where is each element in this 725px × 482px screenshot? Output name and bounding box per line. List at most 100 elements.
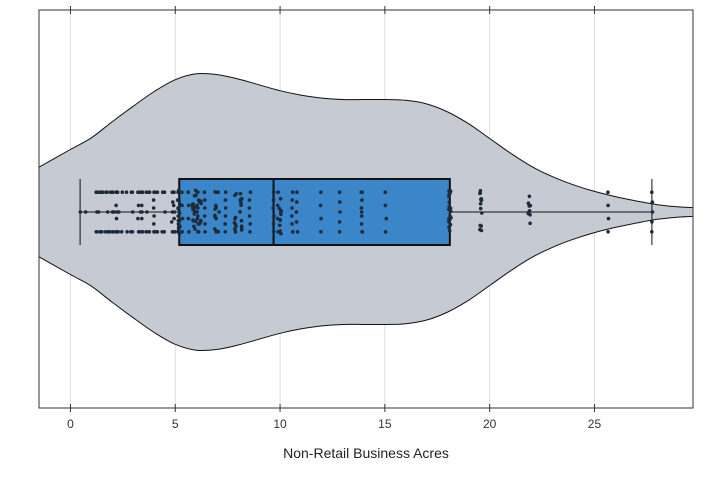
data-point [147,230,152,234]
data-point [216,190,220,194]
data-point [383,190,388,194]
data-point [650,200,655,204]
data-point [448,214,452,218]
data-point [238,191,243,196]
data-point [360,214,364,218]
data-point [277,223,282,227]
plot-frame [38,9,694,409]
data-point [197,222,202,226]
data-point [203,206,207,210]
data-point [478,201,483,206]
data-point [194,193,198,198]
data-point [163,210,167,214]
data-point [650,190,654,194]
data-point [119,230,124,234]
data-point [144,230,148,234]
data-point [223,222,227,226]
data-point [290,206,294,210]
data-point [359,222,364,226]
data-point [197,200,202,204]
data-point [248,222,252,226]
data-point [214,203,218,208]
data-point [176,188,181,193]
data-point [233,230,238,234]
data-point [279,231,283,236]
data-points [78,188,655,236]
data-point [177,232,182,236]
data-point [173,230,177,234]
data-point [100,190,105,194]
data-point [271,206,275,210]
data-point [233,227,237,231]
data-point [248,230,252,234]
data-point [194,219,198,224]
data-point [239,224,244,228]
data-point [384,216,389,221]
data-point [479,228,484,233]
data-point [291,230,295,234]
data-point [295,200,299,204]
data-point [151,198,156,202]
data-point [294,210,299,214]
data-point [172,190,176,194]
data-point [144,190,149,194]
data-point [271,190,276,194]
data-point [360,230,365,234]
data-point [318,203,323,208]
data-point [130,190,135,194]
x-tick-label: 5 [172,417,179,431]
data-point [290,214,294,218]
data-point [606,190,610,194]
data-point [114,203,118,208]
data-point [193,227,197,231]
data-point [192,205,197,209]
data-point [176,229,181,233]
data-point [232,221,237,225]
data-point [187,230,191,234]
data-point [528,221,532,226]
data-point [191,202,195,206]
data-point [107,230,112,234]
data-point [195,210,199,214]
data-point [216,230,221,234]
data-point [290,198,295,202]
data-point [239,218,244,223]
data-point [213,227,217,231]
data-point [171,200,175,204]
data-point [606,203,610,208]
data-point [202,214,207,218]
data-point [96,210,101,214]
data-point [177,211,182,216]
data-point [136,203,141,208]
data-point [319,190,323,194]
data-point [177,198,181,203]
data-point [650,230,654,234]
data-point [290,222,294,226]
data-point [162,190,167,194]
data-point [337,230,342,234]
data-point [248,190,253,194]
data-point [383,230,388,234]
data-point [120,190,125,194]
data-point [147,190,152,194]
data-point [271,222,276,226]
data-point [117,210,121,214]
data-point [447,188,451,193]
x-axis-title: Non-Retail Business Acres [283,445,449,461]
data-point [169,220,174,224]
x-tick-label: 15 [378,417,392,431]
data-point [319,216,323,221]
data-point [223,206,228,210]
data-point [278,218,283,222]
data-point [152,214,156,218]
data-point [338,200,342,204]
data-point [528,213,532,217]
data-point [199,218,203,223]
data-point [337,220,342,224]
data-point [233,217,237,221]
data-point [180,230,184,234]
data-point [115,190,120,194]
data-point [155,230,160,234]
data-point [172,216,176,221]
